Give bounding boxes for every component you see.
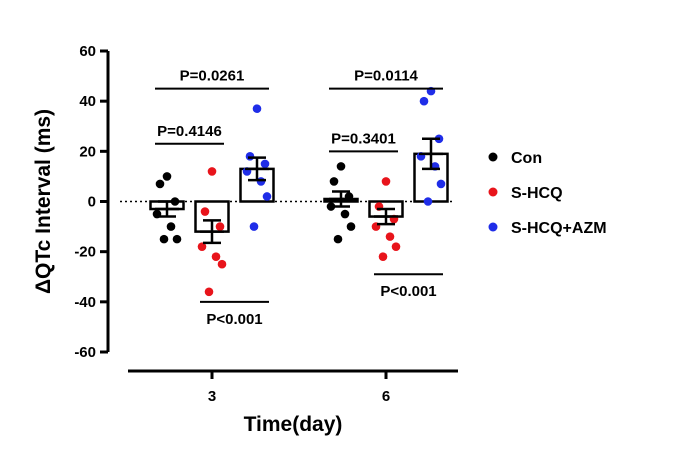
legend-label: Con bbox=[511, 150, 542, 167]
data-point bbox=[204, 287, 214, 297]
data-point bbox=[262, 192, 272, 201]
data-point bbox=[333, 234, 343, 244]
axes: -60 -40 -20 0 20 40 60 3 6 Time(day) ΔQTc Interval… bbox=[32, 43, 458, 436]
data-point bbox=[419, 96, 429, 106]
data-point bbox=[252, 104, 262, 113]
legend-marker bbox=[488, 222, 498, 232]
p-value-label: P=0.4146 bbox=[157, 123, 222, 140]
y-tick-label: -60 bbox=[74, 344, 96, 361]
data-point bbox=[378, 252, 388, 261]
data-point bbox=[200, 207, 210, 216]
legend-marker bbox=[488, 187, 498, 197]
data-point bbox=[260, 159, 270, 169]
data-point bbox=[346, 222, 356, 231]
comparisons: P=0.0261 P=0.4146 P<0.001 P=0.0114 P=0.3401 P… bbox=[155, 68, 443, 328]
y-axis-title: ΔQTc Interval (ms) bbox=[32, 109, 55, 294]
y-tick-label: 60 bbox=[79, 43, 96, 60]
y-tick-label: 0 bbox=[88, 194, 96, 211]
data-point bbox=[391, 242, 401, 251]
y-tick-label: -40 bbox=[74, 294, 96, 311]
data-point bbox=[385, 232, 395, 241]
y-tick-label: 40 bbox=[79, 93, 96, 110]
data-point bbox=[340, 209, 350, 219]
x-axis-title: Time(day) bbox=[244, 413, 343, 436]
bars bbox=[149, 152, 449, 233]
legend-marker bbox=[488, 152, 498, 162]
legend-label: S-HCQ bbox=[511, 185, 563, 202]
data-point bbox=[217, 259, 227, 269]
data-point bbox=[329, 177, 339, 186]
data-point bbox=[215, 222, 225, 231]
data-point bbox=[162, 172, 172, 181]
x-tick-label: 3 bbox=[208, 388, 216, 405]
legend-label: S-HCQ+AZM bbox=[511, 220, 607, 237]
data-point bbox=[436, 179, 446, 189]
y-tick-label: 20 bbox=[79, 143, 96, 160]
y-tick-label: -20 bbox=[74, 244, 96, 261]
data-point bbox=[166, 222, 176, 231]
p-value-label: P<0.001 bbox=[380, 283, 436, 300]
x-tick-label: 6 bbox=[382, 388, 390, 405]
p-value-label: P=0.0261 bbox=[180, 68, 245, 85]
data-point bbox=[249, 222, 259, 231]
error-bars bbox=[155, 137, 443, 245]
p-value-label: P<0.001 bbox=[206, 311, 262, 328]
p-value-label: P=0.0114 bbox=[354, 68, 418, 85]
data-point bbox=[211, 252, 221, 261]
p-value-label: P=0.3401 bbox=[331, 130, 396, 147]
data-point bbox=[326, 202, 336, 211]
legend: Con S-HCQ S-HCQ+AZM bbox=[488, 150, 607, 237]
data-points bbox=[152, 86, 446, 297]
data-point bbox=[423, 197, 433, 206]
data-point bbox=[197, 242, 207, 251]
data-point bbox=[159, 234, 169, 244]
data-point bbox=[155, 179, 165, 189]
data-point bbox=[172, 234, 182, 244]
data-point bbox=[336, 162, 346, 171]
data-point bbox=[381, 177, 391, 186]
data-point bbox=[207, 167, 217, 176]
data-point bbox=[245, 152, 255, 161]
